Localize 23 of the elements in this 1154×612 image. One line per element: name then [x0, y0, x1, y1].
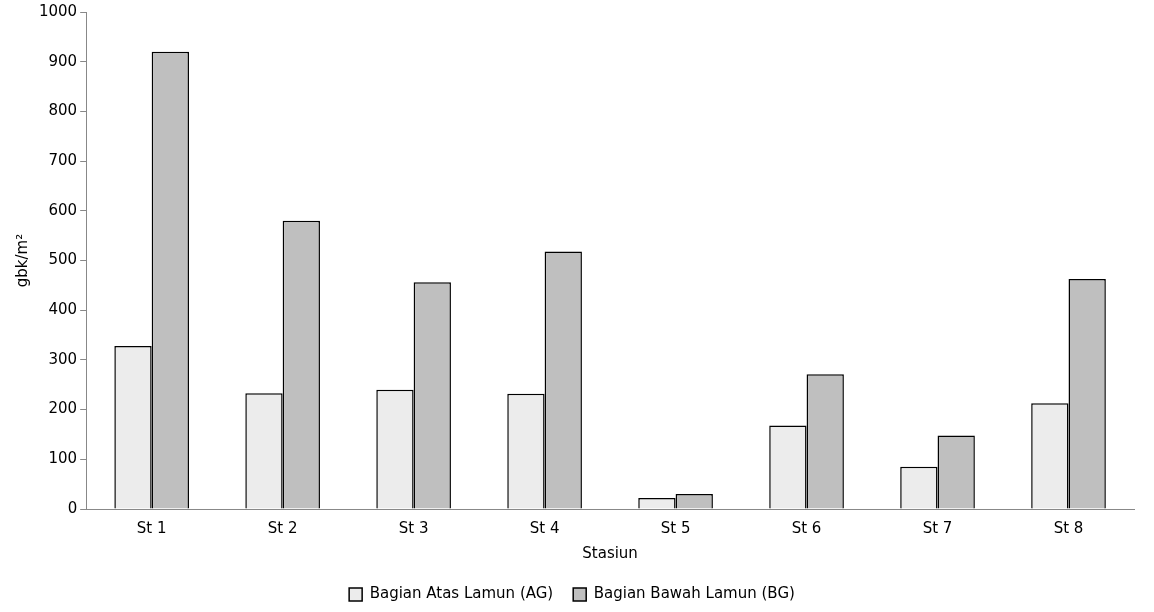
y-tick-label: 800	[48, 101, 78, 120]
y-tick-label: 1000	[38, 1, 78, 20]
x-tick-label: St 5	[660, 518, 691, 537]
x-axis-title: Stasiun	[582, 543, 638, 562]
y-tick-label: 700	[48, 150, 78, 169]
y-tick-label: 0	[67, 498, 78, 517]
x-tick-label: St 1	[136, 518, 167, 537]
y-tick-label: 100	[48, 449, 78, 468]
y-tick-label: 500	[48, 250, 78, 269]
y-tick-label: 400	[48, 300, 78, 319]
y-tick-label: 600	[48, 200, 78, 219]
y-tick-label: 200	[48, 399, 78, 418]
y-tick-label: 300	[48, 349, 78, 368]
legend-label: Bagian Atas Lamun (AG)	[369, 584, 554, 603]
legend-label: Bagian Bawah Lamun (BG)	[593, 584, 795, 603]
x-tick-label: St 3	[398, 518, 429, 537]
x-tick-label: St 7	[922, 518, 953, 537]
x-tick-label: St 6	[791, 518, 822, 537]
x-tick-label: St 4	[529, 518, 560, 537]
x-tick-label: St 8	[1053, 518, 1084, 537]
x-tick-label: St 2	[267, 518, 298, 537]
y-axis-title: gbk/m²	[12, 233, 31, 288]
y-tick-label: 900	[48, 51, 78, 70]
